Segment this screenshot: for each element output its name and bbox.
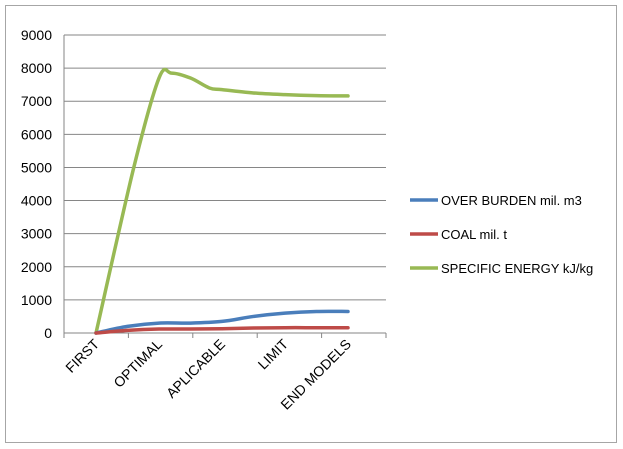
x-tick-label-limit: LIMIT <box>255 335 292 372</box>
x-tick-label-first: FIRST <box>62 335 102 375</box>
x-tick-label-optimal: OPTIMAL <box>110 336 165 391</box>
series-line-specific-energy-kj-kg <box>94 67 350 335</box>
chart-frame <box>5 5 617 443</box>
legend-label-1: COAL mil. t <box>441 227 507 242</box>
legend-label-0: OVER BURDEN mil. m3 <box>441 193 582 208</box>
series-line-over-burden-mil-m3 <box>94 309 350 335</box>
y-tick-label: 1000 <box>21 292 52 308</box>
y-tick-label: 9000 <box>21 27 52 43</box>
y-tick-label: 5000 <box>21 159 52 175</box>
series-line-coal-mil-t <box>94 325 350 335</box>
y-tick-label: 7000 <box>21 93 52 109</box>
y-tick-label: 0 <box>44 325 52 341</box>
y-tick-label: 2000 <box>21 259 52 275</box>
y-tick-label: 3000 <box>21 226 52 242</box>
y-tick-label: 8000 <box>21 60 52 76</box>
legend-label-2: SPECIFIC ENERGY kJ/kg <box>441 261 593 276</box>
y-tick-label: 4000 <box>21 193 52 209</box>
x-tick-label-aplicable: APLICABLE <box>163 336 228 401</box>
y-tick-label: 6000 <box>21 126 52 142</box>
